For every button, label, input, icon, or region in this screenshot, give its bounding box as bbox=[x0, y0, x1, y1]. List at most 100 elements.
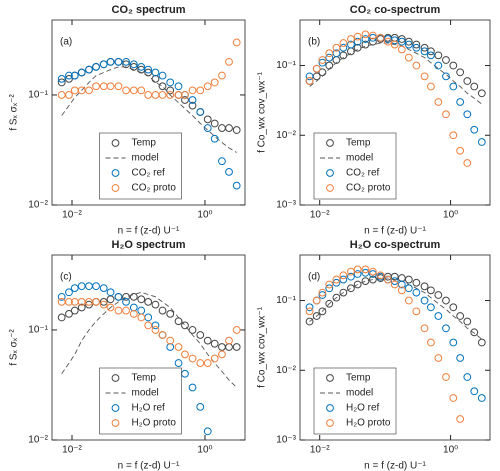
data-point bbox=[129, 303, 138, 312]
legend-label: H₂O ref bbox=[132, 403, 166, 414]
data-point bbox=[188, 86, 197, 95]
data-point bbox=[196, 86, 205, 95]
data-point bbox=[181, 91, 189, 99]
data-point bbox=[92, 62, 100, 71]
legend-marker bbox=[111, 404, 120, 412]
legend-label: Temp bbox=[346, 138, 371, 149]
data-point bbox=[353, 32, 362, 41]
y-tick-label: 10⁻¹ bbox=[276, 60, 296, 71]
data-point bbox=[114, 306, 123, 315]
data-point bbox=[218, 124, 226, 132]
data-point bbox=[332, 293, 341, 302]
data-point bbox=[225, 167, 233, 176]
panel-title: H₂O co-spectrum bbox=[350, 239, 441, 251]
data-point bbox=[404, 296, 413, 305]
data-point bbox=[312, 64, 321, 73]
data-point bbox=[57, 78, 66, 87]
y-tick-label: 10⁻¹ bbox=[28, 325, 48, 336]
plot-frame bbox=[51, 254, 246, 441]
data-point bbox=[449, 338, 458, 347]
data-point bbox=[144, 321, 153, 330]
data-point bbox=[369, 33, 377, 42]
data-point bbox=[225, 124, 233, 132]
data-point bbox=[99, 300, 108, 309]
data-point bbox=[210, 134, 219, 143]
model-line bbox=[309, 42, 483, 105]
data-point bbox=[57, 313, 66, 322]
data-point bbox=[181, 321, 189, 330]
data-point bbox=[325, 61, 334, 70]
data-point bbox=[77, 303, 86, 312]
legend-marker bbox=[326, 169, 334, 177]
data-point bbox=[70, 284, 79, 293]
data-point bbox=[122, 86, 130, 95]
data-point bbox=[210, 119, 219, 128]
x-axis-label: n = f (z-d) U⁻¹ bbox=[118, 461, 180, 471]
data-point bbox=[129, 309, 138, 318]
data-point bbox=[470, 125, 479, 134]
data-point bbox=[151, 300, 160, 309]
data-point bbox=[442, 324, 450, 333]
data-point bbox=[196, 402, 205, 411]
panel-label: (d) bbox=[308, 272, 320, 283]
data-point bbox=[347, 272, 355, 281]
data-point bbox=[463, 110, 472, 119]
data-point bbox=[426, 286, 435, 295]
x-tick-label: 10⁰ bbox=[197, 445, 212, 456]
panel-title: H₂O spectrum bbox=[112, 239, 186, 251]
data-point bbox=[369, 275, 377, 284]
data-point bbox=[114, 292, 123, 301]
y-axis-label: f Sₓ σₓ⁻² bbox=[9, 94, 20, 131]
data-point bbox=[225, 336, 233, 345]
panel-title: CO₂ spectrum bbox=[112, 4, 186, 16]
data-point bbox=[181, 350, 189, 359]
data-point bbox=[232, 326, 241, 334]
data-point bbox=[412, 307, 421, 316]
legend-label: model bbox=[132, 153, 159, 164]
legend-box bbox=[313, 367, 397, 435]
data-point bbox=[65, 297, 73, 306]
data-point bbox=[158, 306, 167, 315]
y-tick-label: 10⁻² bbox=[28, 435, 48, 446]
data-point bbox=[442, 296, 450, 305]
data-point bbox=[470, 328, 479, 337]
data-point bbox=[339, 288, 348, 297]
data-point bbox=[456, 312, 465, 320]
legend-label: CO₂ ref bbox=[346, 168, 380, 179]
data-point bbox=[353, 280, 362, 289]
y-axis-label: f Co_wx cov_wx⁻¹ bbox=[257, 71, 268, 153]
y-tick-label: 10⁻³ bbox=[276, 200, 296, 211]
data-point bbox=[85, 300, 93, 309]
data-point bbox=[456, 98, 465, 106]
x-axis-label: n = f (z-d) U⁻¹ bbox=[364, 226, 426, 237]
legend-marker bbox=[326, 139, 334, 147]
data-point bbox=[232, 38, 241, 47]
data-point bbox=[426, 303, 435, 312]
data-point bbox=[470, 82, 479, 91]
data-point bbox=[456, 68, 465, 77]
data-point bbox=[347, 40, 355, 49]
data-point bbox=[426, 82, 435, 91]
data-point bbox=[325, 299, 334, 308]
data-point bbox=[305, 77, 314, 85]
data-point bbox=[312, 312, 321, 320]
data-point bbox=[99, 82, 108, 91]
data-point bbox=[434, 354, 443, 362]
legend: Temp model CO₂ ref CO₂ proto bbox=[99, 132, 182, 200]
data-point bbox=[106, 303, 115, 312]
data-point bbox=[106, 288, 115, 297]
data-point bbox=[92, 297, 100, 306]
data-point bbox=[144, 313, 153, 322]
data-point bbox=[477, 138, 486, 146]
data-point bbox=[137, 62, 146, 71]
data-point bbox=[137, 306, 146, 315]
y-tick-label: 10⁻¹ bbox=[276, 295, 296, 306]
data-point bbox=[449, 394, 458, 402]
data-point bbox=[404, 284, 413, 293]
legend-marker bbox=[111, 139, 120, 147]
data-point bbox=[232, 126, 241, 134]
data-point bbox=[99, 60, 108, 69]
data-point bbox=[203, 82, 212, 91]
data-point bbox=[420, 47, 429, 56]
data-point bbox=[390, 280, 399, 289]
